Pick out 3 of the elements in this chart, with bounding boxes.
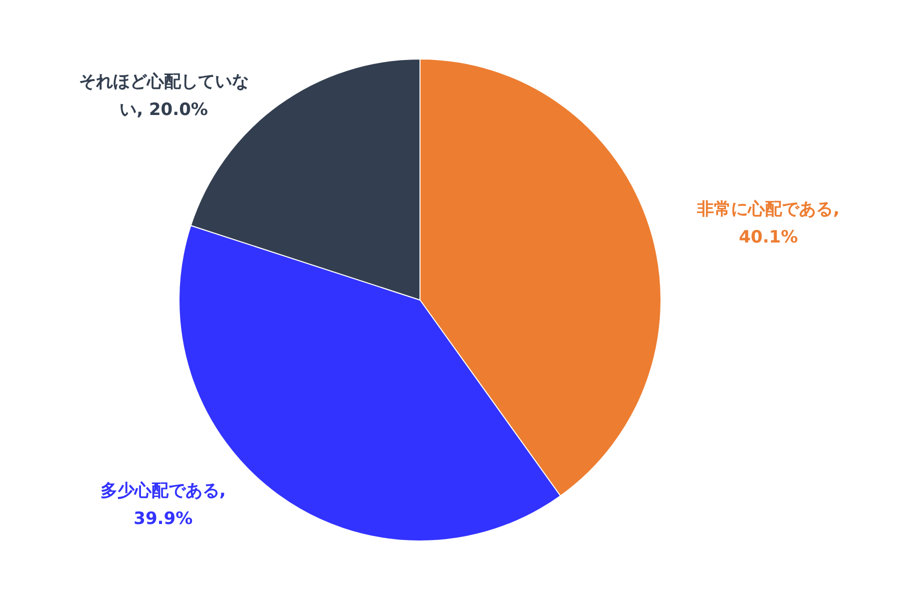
slice-label: 非常に心配である, 40.1% [696, 200, 840, 248]
slice-label: それほど心配していない, 20.0% [78, 72, 249, 120]
slice-label: 多少心配である, 39.9% [100, 481, 226, 530]
